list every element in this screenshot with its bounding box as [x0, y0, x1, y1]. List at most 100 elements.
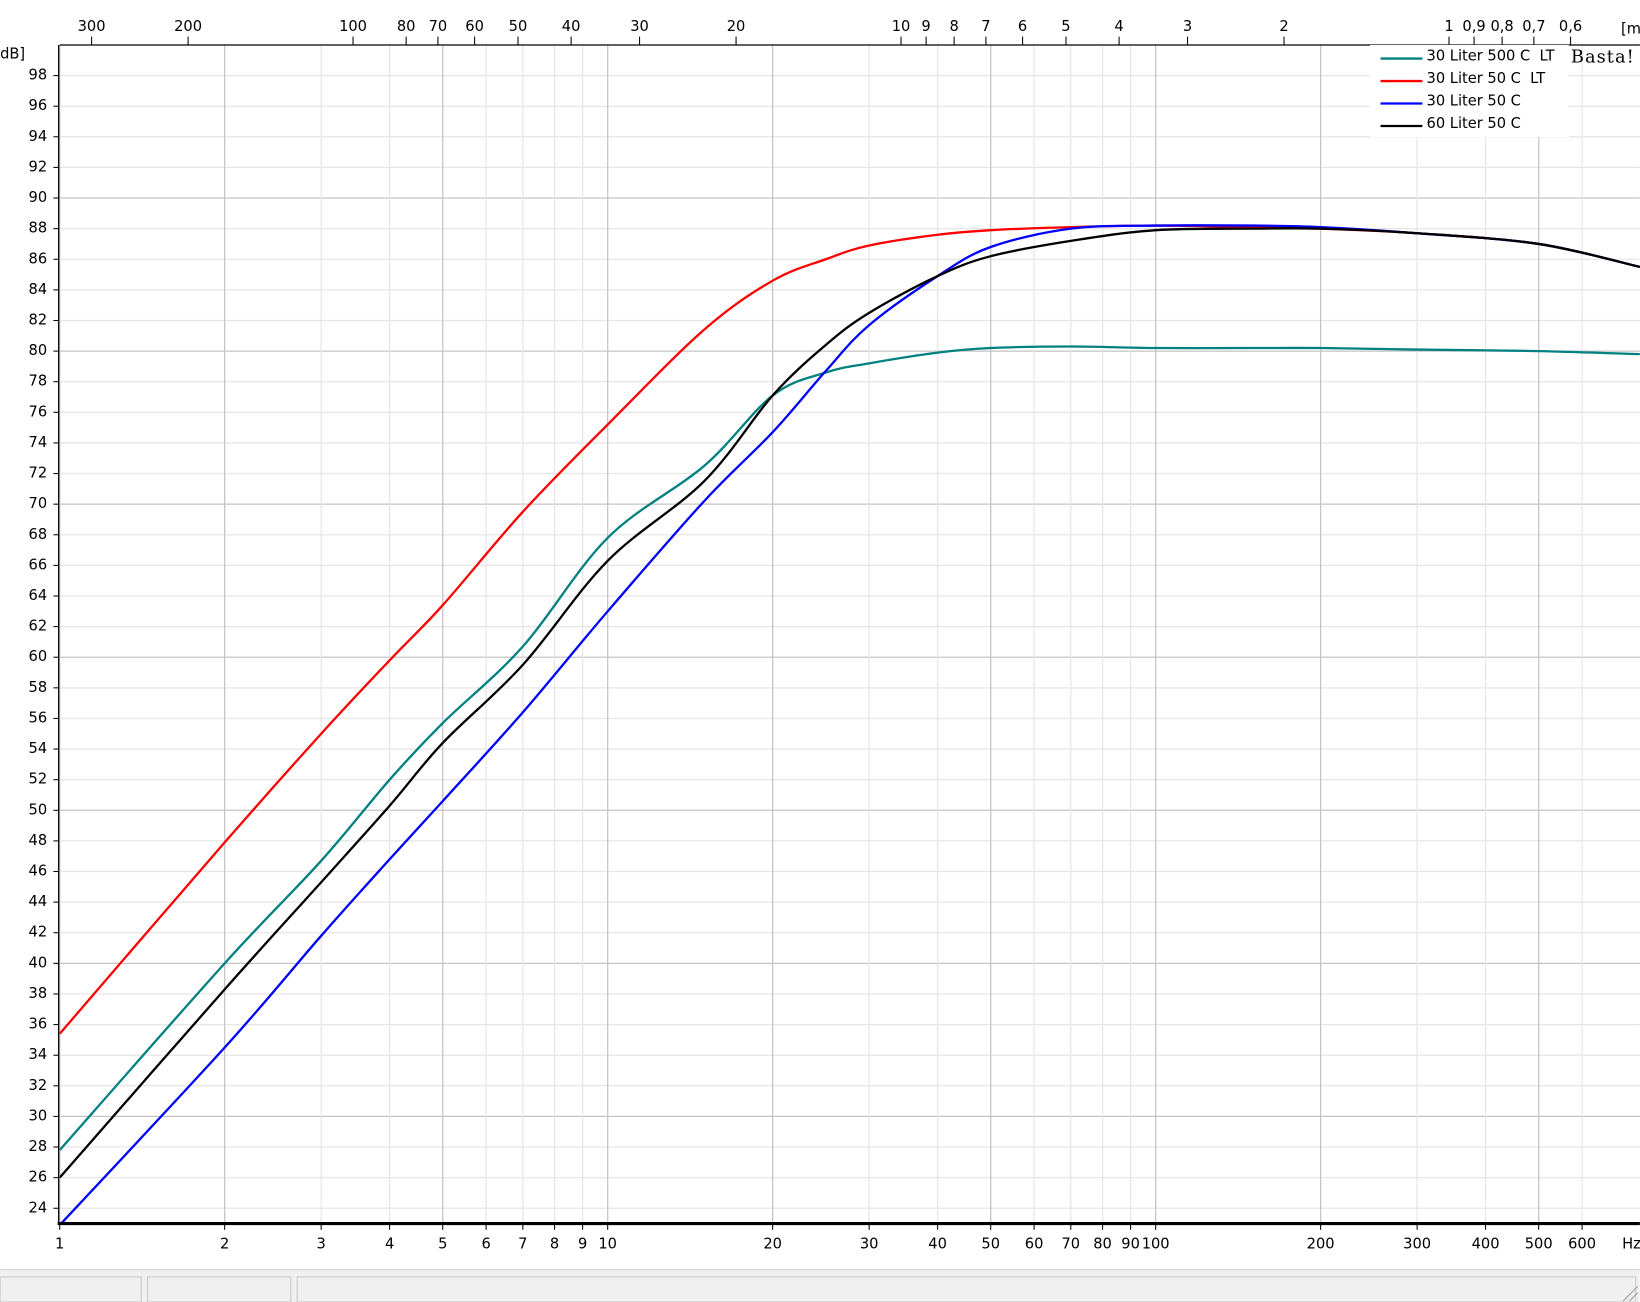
y-tick-label: 46 — [29, 863, 48, 880]
legend-label: 30 Liter 50 C — [1427, 92, 1521, 109]
y-tick-label: 68 — [29, 526, 48, 543]
y-tick-label: 92 — [29, 158, 48, 175]
y-axis-label: dB] — [0, 45, 25, 62]
top-tick-label: 80 — [397, 18, 416, 35]
top-tick-label: 30 — [630, 18, 649, 35]
y-tick-label: 72 — [29, 465, 48, 482]
top-tick-label: 10 — [892, 18, 911, 35]
x-tick-label: 60 — [1025, 1235, 1044, 1252]
y-tick-label: 84 — [29, 281, 48, 298]
y-tick-label: 76 — [29, 403, 48, 420]
x-tick-label: 7 — [518, 1235, 527, 1252]
y-tick-label: 56 — [29, 709, 48, 726]
y-tick-label: 48 — [29, 832, 48, 849]
x-tick-label: 1 — [55, 1235, 64, 1252]
y-tick-label: 58 — [29, 679, 48, 696]
x-axis-unit: Hz — [1622, 1235, 1640, 1252]
status-panel — [147, 1276, 292, 1302]
x-tick-label: 600 — [1568, 1235, 1596, 1252]
x-tick-label: 5 — [438, 1235, 447, 1252]
status-bar-bg — [0, 1269, 1640, 1302]
x-tick-label: 500 — [1525, 1235, 1553, 1252]
top-tick-label: 0,9 — [1462, 18, 1485, 35]
x-tick-label: 10 — [598, 1235, 617, 1252]
y-tick-label: 60 — [29, 648, 48, 665]
y-tick-label: 54 — [29, 740, 48, 757]
y-tick-label: 28 — [29, 1138, 48, 1155]
top-tick-label: 20 — [727, 18, 746, 35]
resize-grip — [1622, 1285, 1639, 1302]
y-tick-label: 44 — [29, 893, 48, 910]
y-tick-label: 26 — [29, 1169, 48, 1186]
status-bar — [0, 1269, 1640, 1302]
top-tick-label: 100 — [339, 18, 367, 35]
y-tick-label: 88 — [29, 220, 48, 237]
top-tick-label: 200 — [174, 18, 202, 35]
y-tick-label: 82 — [29, 311, 48, 328]
x-tick-label: 3 — [317, 1235, 326, 1252]
y-tick-label: 96 — [29, 97, 48, 114]
y-tick-label: 34 — [29, 1046, 48, 1063]
top-tick-label: 0,8 — [1490, 18, 1513, 35]
legend-label: 60 Liter 50 C — [1427, 115, 1521, 132]
x-tick-label: 50 — [981, 1235, 1000, 1252]
x-tick-label: 20 — [763, 1235, 782, 1252]
series-line — [59, 227, 1640, 1179]
status-panel — [0, 1276, 142, 1302]
axes: dB] Hz [m 242628303234363840424446485052… — [0, 18, 1640, 1252]
legend-label: 30 Liter 50 C LT — [1427, 70, 1546, 87]
y-tick-label: 62 — [29, 618, 48, 635]
y-tick-label: 36 — [29, 1016, 48, 1033]
y-tick-label: 52 — [29, 771, 48, 788]
watermark: Basta! — [1571, 48, 1635, 68]
x-tick-label: 70 — [1061, 1235, 1080, 1252]
y-tick-label: 74 — [29, 434, 48, 451]
y-tick-label: 86 — [29, 250, 48, 267]
y-tick-label: 66 — [29, 556, 48, 573]
top-tick-label: 3 — [1183, 18, 1192, 35]
x-tick-label: 2 — [220, 1235, 229, 1252]
x-tick-label: 300 — [1403, 1235, 1431, 1252]
series-line — [59, 224, 1640, 1224]
y-tick-label: 78 — [29, 373, 48, 390]
top-tick-label: 50 — [509, 18, 528, 35]
top-tick-label: 0,6 — [1559, 18, 1582, 35]
top-tick-label: 5 — [1061, 18, 1070, 35]
y-tick-label: 38 — [29, 985, 48, 1002]
x-tick-label: 200 — [1307, 1235, 1335, 1252]
plot-lines — [59, 224, 1640, 1224]
status-panel — [296, 1276, 1637, 1302]
y-tick-label: 50 — [29, 801, 48, 818]
x-tick-label: 80 — [1093, 1235, 1112, 1252]
y-tick-label: 98 — [29, 67, 48, 84]
x-tick-label: 4 — [385, 1235, 394, 1252]
top-tick-label: 4 — [1114, 18, 1123, 35]
x-tick-label: 8 — [550, 1235, 559, 1252]
top-tick-label: 9 — [921, 18, 930, 35]
top-tick-label: 70 — [429, 18, 448, 35]
x-tick-label: 100 — [1142, 1235, 1170, 1252]
x-tick-label: 30 — [860, 1235, 879, 1252]
y-tick-label: 90 — [29, 189, 48, 206]
top-tick-label: 0,7 — [1522, 18, 1545, 35]
y-tick-label: 32 — [29, 1077, 48, 1094]
top-axis-label: [m — [1621, 20, 1640, 37]
legend-box — [1370, 44, 1569, 137]
y-tick-label: 24 — [29, 1199, 48, 1216]
y-tick-label: 64 — [29, 587, 48, 604]
top-tick-label: 2 — [1279, 18, 1288, 35]
legend-label: 30 Liter 500 C LT — [1427, 47, 1555, 64]
y-tick-label: 30 — [29, 1107, 48, 1124]
y-tick-label: 42 — [29, 924, 48, 941]
top-tick-label: 300 — [78, 18, 106, 35]
top-tick-label: 60 — [465, 18, 484, 35]
x-tick-label: 90 — [1121, 1235, 1140, 1252]
top-tick-label: 6 — [1018, 18, 1027, 35]
top-tick-label: 7 — [981, 18, 990, 35]
y-tick-label: 70 — [29, 495, 48, 512]
top-tick-label: 8 — [949, 18, 958, 35]
x-tick-label: 6 — [481, 1235, 490, 1252]
legend: 30 Liter 500 C LT 30 Liter 50 C LT 30 Lite… — [1370, 44, 1569, 137]
